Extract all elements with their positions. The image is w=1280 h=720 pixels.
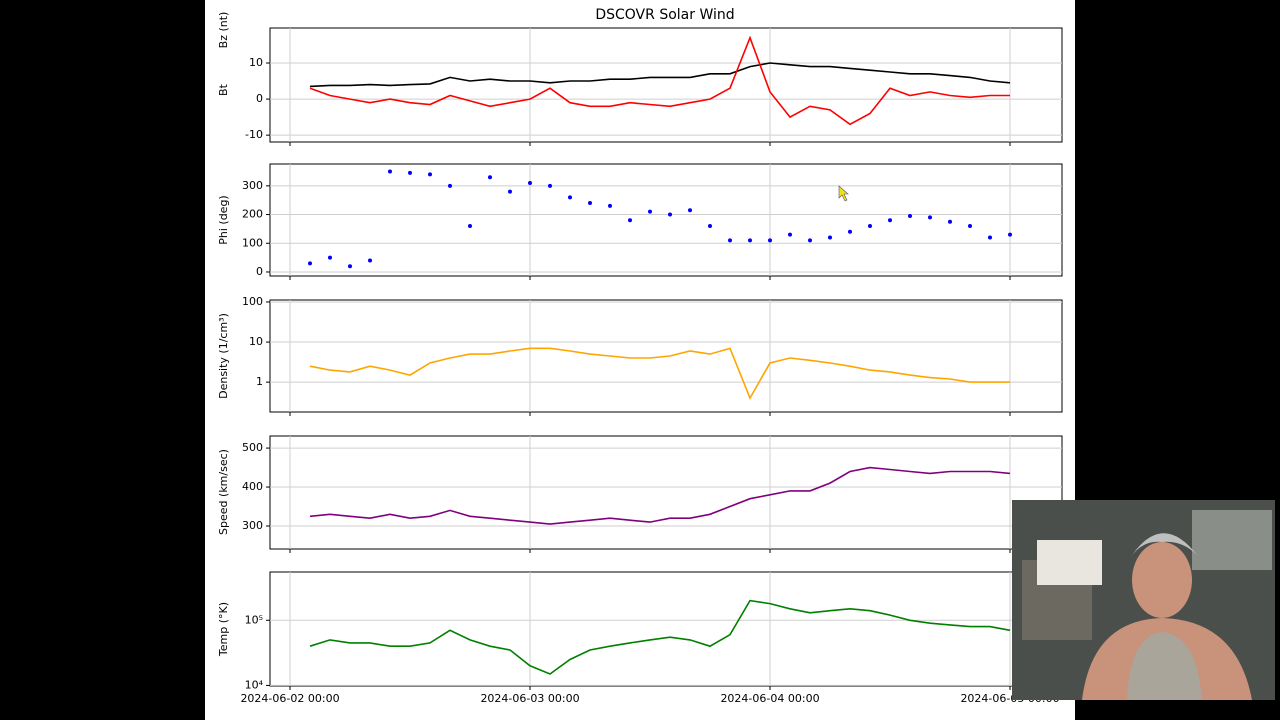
- y-axis-label: Density (1/cm³): [217, 313, 230, 399]
- data-point: [808, 238, 812, 243]
- data-point: [588, 201, 592, 206]
- data-point: [968, 224, 972, 229]
- data-point: [768, 238, 772, 243]
- data-line: [309, 35, 1010, 126]
- data-point: [348, 264, 352, 269]
- y-tick-label: 10⁴: [245, 678, 264, 691]
- data-point: [408, 170, 412, 175]
- data-point: [448, 183, 452, 188]
- data-point: [1008, 232, 1012, 237]
- y-tick-label: 500: [242, 441, 263, 454]
- webcam-shirt: [1127, 632, 1202, 700]
- data-line: [309, 599, 1011, 675]
- y-axis-label: Phi (deg): [217, 195, 230, 244]
- data-point: [608, 203, 612, 208]
- data-point: [988, 235, 992, 240]
- chart-title: DSCOVR Solar Wind: [595, 7, 734, 23]
- data-point: [428, 172, 432, 177]
- y-tick-label: 0: [256, 92, 263, 105]
- webcam-face: [1132, 542, 1192, 618]
- data-point: [508, 189, 512, 194]
- data-point: [468, 224, 472, 229]
- data-line: [309, 347, 1010, 400]
- webcam-hair: [1130, 533, 1197, 558]
- webcam-sign: [1037, 540, 1102, 585]
- y-axis-label: Speed (km/sec): [217, 449, 230, 535]
- data-point: [888, 218, 892, 223]
- data-line: [309, 62, 1011, 88]
- y-tick-label: 400: [242, 480, 263, 493]
- data-point: [868, 224, 872, 229]
- data-point: [568, 195, 572, 200]
- data-point: [628, 218, 632, 223]
- y-tick-label: 100: [242, 236, 263, 249]
- data-point: [528, 180, 532, 185]
- y-tick-label: 100: [242, 295, 263, 308]
- y-tick-label: 10: [249, 335, 263, 348]
- y-tick-label: 200: [242, 208, 263, 221]
- data-point: [908, 213, 912, 218]
- y-tick-label: 10⁵: [245, 613, 263, 626]
- data-point: [728, 238, 732, 243]
- panel-frame: [269, 163, 1063, 277]
- data-point: [848, 229, 852, 234]
- data-point: [308, 261, 312, 266]
- webcam-overlay: [1012, 500, 1275, 700]
- x-tick-label: 2024-06-03 00:00: [480, 692, 579, 705]
- data-point: [328, 255, 332, 260]
- panel-frame: [269, 571, 1063, 687]
- y-tick-label: 300: [242, 179, 263, 192]
- data-line: [309, 466, 1011, 525]
- y-axis-label: Bt: [217, 83, 230, 96]
- y-tick-label: 300: [242, 519, 263, 532]
- data-point: [748, 238, 752, 243]
- y-tick-label: 10: [249, 56, 263, 69]
- data-point: [948, 219, 952, 224]
- y-tick-label: -10: [245, 128, 263, 141]
- data-point: [708, 224, 712, 229]
- y-tick-label: 0: [256, 265, 263, 278]
- panel-frame: [269, 435, 1063, 550]
- y-axis-label: Temp (°K): [217, 602, 230, 657]
- data-point: [668, 212, 672, 217]
- webcam-image: [1012, 500, 1275, 700]
- data-point: [368, 258, 372, 263]
- data-point: [548, 183, 552, 188]
- mouse-cursor: [838, 185, 849, 202]
- data-point: [788, 232, 792, 237]
- webcam-window: [1192, 510, 1272, 570]
- y-tick-label: 1: [256, 375, 263, 388]
- x-tick-label: 2024-06-02 00:00: [240, 692, 339, 705]
- data-point: [688, 208, 692, 213]
- data-point: [928, 215, 932, 220]
- data-point: [648, 209, 652, 214]
- data-point: [488, 175, 492, 180]
- y-axis-label: Bz (nt): [217, 12, 230, 49]
- x-tick-label: 2024-06-04 00:00: [720, 692, 819, 705]
- data-point: [828, 235, 832, 240]
- data-point: [388, 169, 392, 174]
